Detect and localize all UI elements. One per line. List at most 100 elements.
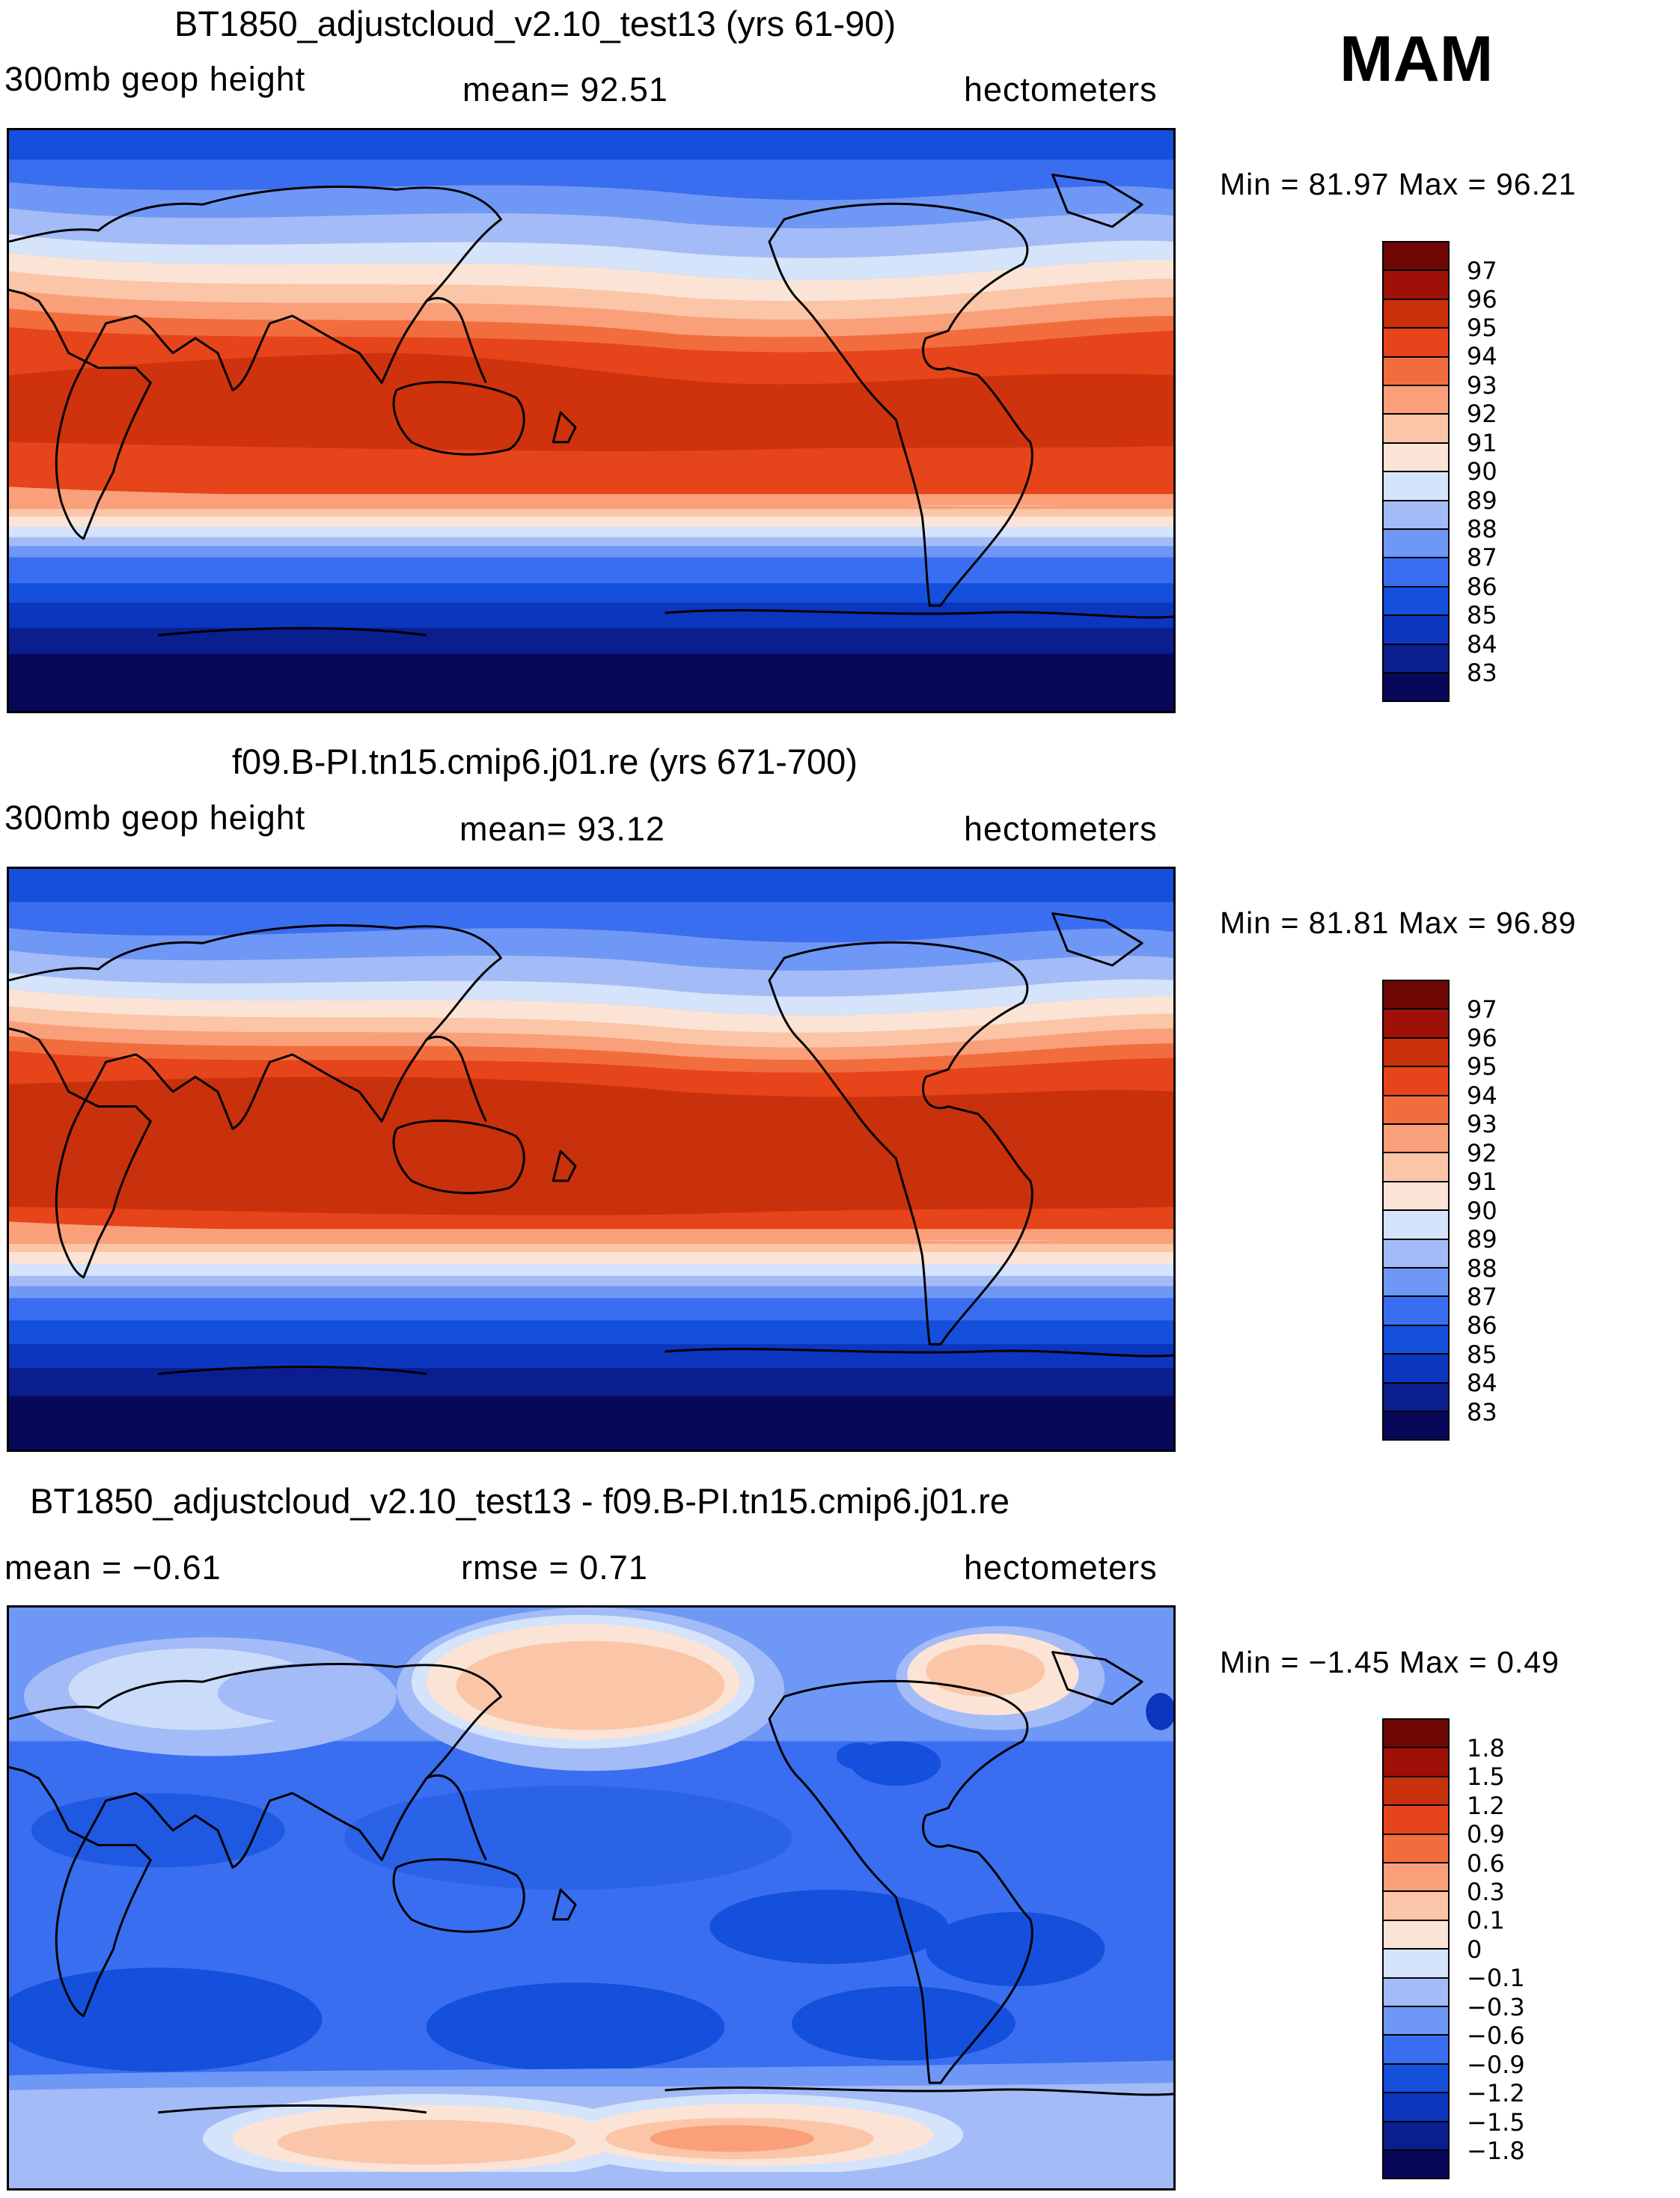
panel1-cb-label: 89: [1467, 486, 1497, 515]
panel2-field-label: 300mb geop height: [4, 799, 306, 837]
panel2-units-label: hectometers: [964, 810, 1158, 848]
panel3-colorbar-swatch: [1382, 1747, 1450, 1777]
panel3-cb-label: −1.2: [1467, 2079, 1525, 2107]
panel2-cb-label: 83: [1467, 1398, 1497, 1426]
panel2-cb-label: 93: [1467, 1110, 1497, 1138]
panel1-colorbar-swatch: [1382, 557, 1450, 587]
panel2-mean-label: mean= 93.12: [459, 810, 665, 848]
panel2-colorbar-swatch: [1382, 1382, 1450, 1412]
panel1-colorbar-swatch: [1382, 269, 1450, 300]
panel1-cb-label: 83: [1467, 659, 1497, 687]
panel2-cb-label: 86: [1467, 1311, 1497, 1340]
panel1-colorbar-swatch: [1382, 327, 1450, 358]
panel3-map: [7, 1605, 1176, 2191]
panel2-colorbar-swatch: [1382, 1037, 1450, 1068]
panel2-colorbar-swatch: [1382, 1238, 1450, 1269]
panel3-cb-label: 1.8: [1467, 1734, 1505, 1762]
panel1-colorbar-swatch: [1382, 585, 1450, 617]
panel3-colorbar-swatch: [1382, 1718, 1450, 1749]
panel1-title: BT1850_adjustcloud_v2.10_test13 (yrs 61-…: [174, 4, 896, 43]
panel2-coastlines: [9, 912, 1173, 1376]
panel1-colorbar-swatch: [1382, 499, 1450, 530]
panel2-colorbar-swatch: [1382, 1411, 1450, 1441]
panel3-cb-label: −0.6: [1467, 2021, 1525, 2050]
panel2-cb-label: 96: [1467, 1024, 1497, 1052]
panel3-colorbar-swatch: [1382, 1862, 1450, 1893]
panel2-colorbar-swatch: [1382, 1209, 1450, 1240]
season-label: MAM: [1340, 23, 1494, 95]
panel2-colorbar-swatch: [1382, 1152, 1450, 1182]
panel1-contour-field: [9, 130, 1173, 711]
panel2-cb-label: 88: [1467, 1254, 1497, 1283]
panel2-colorbar-swatch: [1382, 980, 1450, 1010]
panel3-colorbar-swatch: [1382, 1804, 1450, 1835]
panel3-mean-label: mean = −0.61: [4, 1548, 222, 1587]
panel3-colorbar-swatch: [1382, 2092, 1450, 2122]
panel1-colorbar-swatch: [1382, 614, 1450, 645]
panel2-colorbar-swatch: [1382, 1066, 1450, 1096]
panel3-colorbar-swatch: [1382, 1976, 1450, 2007]
panel1-cb-label: 88: [1467, 515, 1497, 543]
panel2-colorbar-swatch: [1382, 1267, 1450, 1298]
panel1-colorbar-swatch: [1382, 672, 1450, 703]
panel2-colorbar-swatch: [1382, 1008, 1450, 1039]
panel3-coastlines: [9, 1651, 1173, 2114]
panel1-colorbar-swatch: [1382, 442, 1450, 473]
panel1-colorbar-swatch: [1382, 413, 1450, 444]
panel1-cb-label: 84: [1467, 630, 1497, 659]
panel1-colorbar-swatch: [1382, 471, 1450, 501]
panel1-cb-label: 97: [1467, 257, 1497, 285]
panel3-title: BT1850_adjustcloud_v2.10_test13 - f09.B-…: [30, 1481, 1009, 1521]
panel3-cb-label: 0: [1467, 1935, 1482, 1964]
panel2-colorbar-swatch: [1382, 1295, 1450, 1326]
panel3-rmse-label: rmse = 0.71: [461, 1548, 648, 1587]
panel3-colorbar-swatch: [1382, 2149, 1450, 2180]
panel1-colorbar-swatch: [1382, 355, 1450, 386]
panel2-cb-label: 91: [1467, 1167, 1497, 1196]
panel1-mean-label: mean= 92.51: [462, 70, 668, 109]
panel3-cb-label: 0.9: [1467, 1820, 1505, 1849]
panel3-colorbar-swatch: [1382, 1948, 1450, 1979]
panel1-coastlines: [9, 174, 1173, 637]
panel1-colorbar-swatch: [1382, 298, 1450, 329]
panel3-cb-label: −0.1: [1467, 1964, 1525, 1992]
panel2-minmax: Min = 81.81 Max = 96.89: [1220, 906, 1577, 940]
panel1-cb-label: 96: [1467, 285, 1497, 314]
panel3-cb-label: −0.9: [1467, 2051, 1525, 2079]
panel1-cb-label: 91: [1467, 429, 1497, 457]
panel3-cb-label: 0.1: [1467, 1906, 1505, 1935]
panel3-cb-label: 0.6: [1467, 1849, 1505, 1878]
panel3-units-label: hectometers: [964, 1548, 1158, 1587]
panel2-colorbar-swatch: [1382, 1324, 1450, 1355]
panel1-colorbar-swatch: [1382, 385, 1450, 415]
panel1-field-label: 300mb geop height: [4, 60, 306, 98]
panel2-cb-label: 87: [1467, 1283, 1497, 1311]
panel3-cb-label: 1.2: [1467, 1792, 1505, 1820]
panel3-colorbar-swatch: [1382, 2063, 1450, 2094]
panel2-cb-label: 94: [1467, 1081, 1497, 1110]
panel1-cb-label: 87: [1467, 543, 1497, 572]
panel1-map: [7, 128, 1176, 713]
panel1-cb-label: 92: [1467, 400, 1497, 428]
panel2-title: f09.B-PI.tn15.cmip6.j01.re (yrs 671-700): [232, 742, 858, 781]
panel2-colorbar-swatch: [1382, 1094, 1450, 1125]
panel3-cb-label: −0.3: [1467, 1993, 1525, 2021]
panel1-colorbar-swatch: [1382, 643, 1450, 674]
panel3-colorbar-swatch: [1382, 2006, 1450, 2036]
panel2-contour-field: [9, 869, 1173, 1450]
panel1-cb-label: 90: [1467, 457, 1497, 486]
panel3-colorbar-swatch: [1382, 2120, 1450, 2151]
panel1-cb-label: 94: [1467, 342, 1497, 370]
panel1-colorbar-swatch: [1382, 528, 1450, 559]
panel2-cb-label: 95: [1467, 1052, 1497, 1081]
panel1-cb-label: 85: [1467, 601, 1497, 629]
panel1-minmax: Min = 81.97 Max = 96.21: [1220, 167, 1577, 201]
panel3-colorbar-swatch: [1382, 1775, 1450, 1807]
panel3-minmax: Min = −1.45 Max = 0.49: [1220, 1645, 1560, 1679]
panel2-colorbar-swatch: [1382, 1353, 1450, 1384]
panel3-colorbar-swatch: [1382, 2034, 1450, 2065]
panel2-cb-label: 84: [1467, 1369, 1497, 1397]
panel3-cb-label: −1.5: [1467, 2108, 1525, 2137]
panel3-cb-label: 0.3: [1467, 1878, 1505, 1906]
panel1-cb-label: 86: [1467, 573, 1497, 601]
